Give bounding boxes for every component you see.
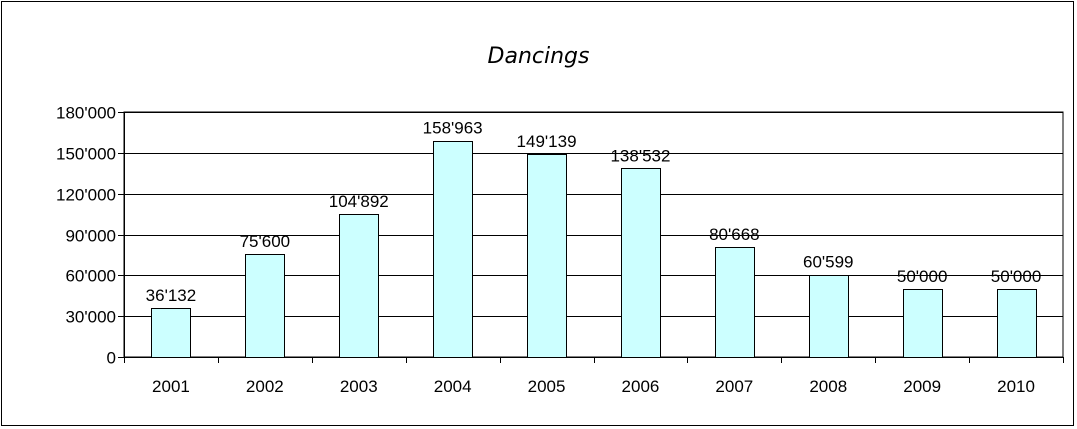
x-tick-label: 2009 [903, 377, 941, 396]
y-tick-label: 150'000 [56, 145, 116, 164]
data-label: 60'599 [803, 253, 854, 272]
y-tick-label: 180'000 [56, 104, 116, 123]
bar [903, 289, 943, 358]
bar [527, 154, 567, 358]
x-tick-label: 2010 [997, 377, 1035, 396]
y-tick-label: 120'000 [56, 186, 116, 205]
bar [151, 308, 191, 358]
bar [997, 289, 1037, 358]
data-label: 80'668 [709, 225, 760, 244]
bars [151, 141, 1037, 358]
y-tick-label: 0 [107, 349, 116, 368]
data-label: 50'000 [897, 267, 948, 286]
bar [715, 247, 755, 358]
bar [809, 275, 849, 358]
data-label: 50'000 [991, 267, 1042, 286]
data-label: 149'139 [517, 132, 577, 151]
data-label: 138'532 [610, 146, 670, 165]
y-tick-label: 60'000 [65, 267, 116, 286]
chart-title: Dancings [487, 44, 590, 69]
y-tick-label: 30'000 [65, 308, 116, 327]
x-tick-label: 2002 [246, 377, 284, 396]
x-tick-label: 2003 [340, 377, 378, 396]
x-tick-label: 2004 [434, 377, 472, 396]
x-tick-label: 2007 [715, 377, 753, 396]
data-label: 36'132 [146, 286, 197, 305]
data-label: 104'892 [329, 192, 389, 211]
bar [433, 141, 473, 358]
data-label: 75'600 [240, 232, 291, 251]
bar [621, 168, 661, 358]
bar [245, 254, 285, 358]
x-tick-label: 2008 [809, 377, 847, 396]
x-tick-label: 2001 [152, 377, 190, 396]
labels: 0 30'000 60'000 90'000 120'000 150'000 180'000… [56, 104, 1041, 397]
x-tick-label: 2006 [622, 377, 660, 396]
axes [118, 112, 1064, 363]
data-label: 158'963 [423, 119, 483, 138]
y-tick-label: 90'000 [65, 227, 116, 246]
x-tick-label: 2005 [528, 377, 566, 396]
bar [339, 214, 379, 358]
